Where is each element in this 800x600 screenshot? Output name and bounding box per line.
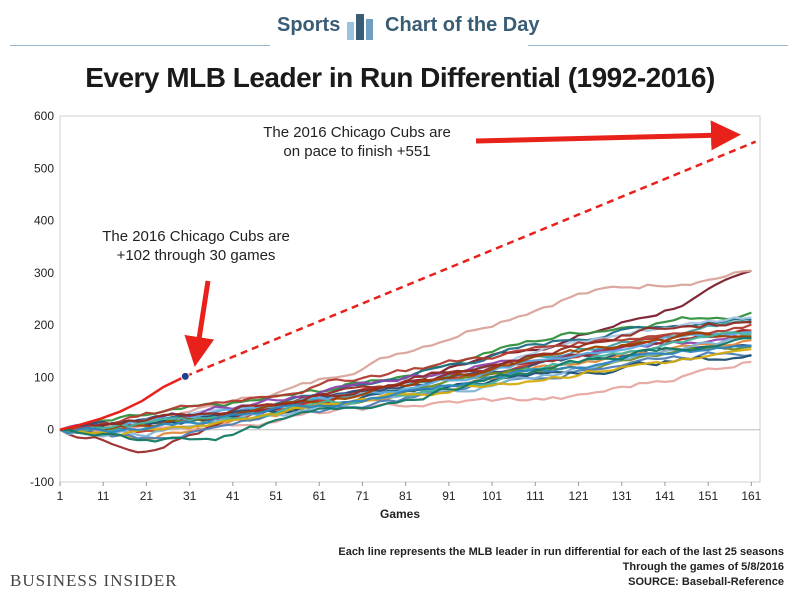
header-sports-label: Sports [277, 14, 341, 36]
header-chart-of-the-day-label: Chart of the Day [385, 14, 540, 36]
series-line [59, 337, 752, 443]
footnote-source: SOURCE: Baseball-Reference [628, 576, 784, 588]
annotation-pace-line: The 2016 Chicago Cubs are [263, 124, 451, 141]
annotation-pace-line: on pace to finish +551 [283, 143, 430, 160]
annotation-current-line: +102 through 30 games [117, 247, 276, 264]
cubs-highlight [59, 140, 757, 431]
x-tick-label: 141 [655, 489, 675, 503]
x-tick-label: 51 [269, 489, 283, 503]
series-line [59, 320, 752, 431]
footnote-date: Through the games of 5/8/2016 [622, 561, 784, 573]
x-tick-label: 111 [526, 489, 545, 503]
chart-title: Every MLB Leader in Run Differential (19… [85, 62, 715, 93]
series-line [59, 344, 752, 435]
y-tick-label: 200 [34, 318, 54, 332]
x-tick-label: 81 [399, 489, 413, 503]
cubs-actual-line [59, 375, 186, 431]
x-axis-label: Games [380, 507, 420, 521]
annotation-current: The 2016 Chicago Cubs are +102 through 30… [102, 228, 290, 264]
x-tick-label: 61 [313, 489, 327, 503]
arrow-to-projection [475, 120, 741, 151]
x-tick-label: 41 [226, 489, 240, 503]
bar-chart-icon [347, 14, 373, 40]
y-tick-label: 500 [34, 161, 54, 175]
x-tick-label: 161 [741, 489, 761, 503]
x-tick-label: 21 [140, 489, 154, 503]
cubs-projection-line [184, 140, 757, 378]
y-tick-label: 600 [34, 109, 54, 123]
y-tick-label: -100 [30, 475, 54, 489]
chart-annotations: The 2016 Chicago Cubs are on pace to fini… [102, 120, 741, 367]
x-tick-label: 131 [612, 489, 632, 503]
x-tick-label: 121 [569, 489, 589, 503]
series-line [59, 323, 752, 431]
x-tick-label: 11 [97, 489, 110, 503]
x-tick-label: 151 [698, 489, 718, 503]
annotation-pace: The 2016 Chicago Cubs are on pace to fini… [263, 124, 451, 160]
x-tick-label: 31 [183, 489, 197, 503]
header-rule-left [10, 45, 270, 46]
x-tick-label: 1 [57, 489, 64, 503]
y-tick-label: 400 [34, 214, 54, 228]
x-tick-label: 101 [482, 489, 502, 503]
header-rule-right [528, 45, 788, 46]
publisher-logo: Business Insider [10, 571, 178, 591]
chart-header: Sports Chart of the Day [0, 0, 800, 46]
cubs-game-30-marker [180, 371, 190, 381]
annotation-current-line: The 2016 Chicago Cubs are [102, 228, 290, 245]
x-tick-label: 91 [442, 489, 456, 503]
y-tick-label: 300 [34, 266, 54, 280]
series-line [59, 348, 752, 437]
footnotes: Each line represents the MLB leader in r… [338, 545, 784, 590]
x-tick-label: 71 [356, 489, 370, 503]
plot-frame [59, 115, 761, 483]
y-tick-label: 0 [47, 423, 54, 437]
series-lines [59, 269, 752, 454]
arrow-to-marker [184, 280, 215, 367]
y-tick-label: 100 [34, 370, 54, 384]
footnote-description: Each line represents the MLB leader in r… [338, 546, 784, 558]
publisher-name: Business Insider [10, 571, 178, 590]
